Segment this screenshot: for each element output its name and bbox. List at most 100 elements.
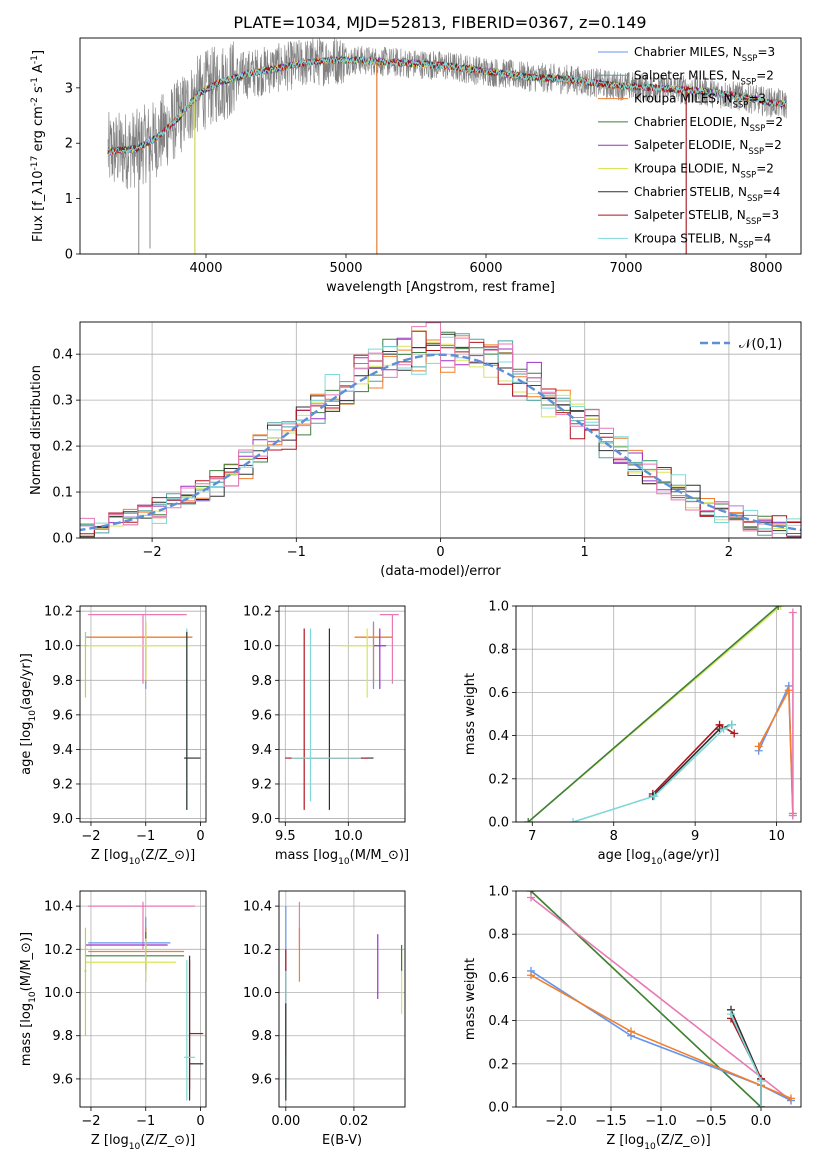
y-tick-label: 9.0: [251, 812, 272, 827]
weight-point: [527, 893, 535, 902]
axes-frame: [278, 605, 406, 823]
x-tick-label: 9.5: [275, 829, 296, 844]
histogram-series: [80, 322, 801, 538]
y-tick-label: 10.2: [44, 943, 73, 958]
x-tick-label: 8000: [749, 261, 782, 276]
weight-point: [757, 1103, 765, 1107]
plot-area: [524, 606, 797, 822]
y-axis-label: mass weight: [463, 958, 478, 1040]
y-tick-label: 2: [65, 137, 73, 152]
mass-vs-Z-panel: −2 −1 0 9.6 9.8 10.0 10.2 10.4 Z [log10(Z/Z_⊙)] m…: [19, 890, 207, 1152]
x-tick-label: 7: [528, 829, 536, 844]
legend-entry: Kroupa MILES, NSSP=3: [634, 92, 766, 110]
weight-point: [627, 1027, 635, 1036]
y-tick-label: 9.2: [52, 777, 73, 792]
x-tick-label: −0.5: [695, 1114, 727, 1129]
weight-point: [569, 818, 577, 822]
x-tick-label: −2: [81, 1114, 100, 1129]
plot-area: [285, 614, 399, 810]
y-tick-label: 10.4: [243, 900, 272, 915]
y-tick-label: 10.2: [243, 943, 272, 958]
y-tick-label: 10.2: [44, 605, 73, 620]
x-axis-label: Z [log10(Z/Z_⊙)]: [606, 1133, 710, 1152]
y-tick-label: 9.6: [251, 708, 272, 723]
y-tick-label: 9.8: [52, 674, 73, 689]
y-tick-label: 3: [65, 81, 73, 96]
x-tick-label: 7000: [609, 261, 642, 276]
legend-entry: Kroupa STELIB, NSSP=4: [634, 231, 771, 249]
weight-point: [774, 606, 783, 610]
x-tick-label: 0: [436, 545, 444, 560]
plot-area: [80, 322, 801, 538]
axes-frame: [515, 605, 802, 823]
weight-line: [572, 724, 733, 822]
y-tick-label: 0.1: [52, 486, 73, 501]
y-tick-label: 10.0: [243, 639, 272, 654]
x-tick-label: 0.00: [271, 1114, 300, 1129]
y-tick-label: 0.6: [488, 971, 509, 986]
y-tick-label: 10.0: [243, 986, 272, 1001]
weight-point: [527, 971, 535, 980]
y-tick-label: 9.8: [251, 674, 272, 689]
x-axis-label: wavelength [Angstrom, rest frame]: [326, 280, 555, 295]
legend-entry: Kroupa ELODIE, NSSP=2: [634, 162, 774, 180]
y-tick-label: 0.2: [52, 440, 73, 455]
y-tick-label: 0.4: [488, 729, 509, 744]
y-tick-label: 0.4: [52, 348, 73, 363]
y-tick-label: 0.0: [488, 1101, 509, 1116]
x-tick-label: 0: [196, 1114, 204, 1129]
x-tick-label: 1: [581, 545, 589, 560]
x-tick-label: 5000: [329, 261, 362, 276]
y-tick-label: 9.2: [251, 777, 272, 792]
axes-frame: [278, 890, 406, 1108]
x-axis-label: mass [log10(M/M_⊙)]: [275, 848, 409, 867]
y-tick-label: 10.0: [44, 639, 73, 654]
y-tick-label: 0.6: [488, 686, 509, 701]
plot-area: [527, 891, 795, 1107]
plot-area: [84, 901, 204, 1101]
y-tick-label: 0.0: [52, 532, 73, 547]
y-tick-label: 0.0: [488, 816, 509, 831]
axes-frame: [79, 605, 207, 823]
x-axis-label: E(B-V): [322, 1133, 362, 1148]
gaussian-curve: [80, 353, 801, 532]
weight-point: [788, 811, 797, 820]
y-tick-label: 10.0: [44, 986, 73, 1001]
y-axis-label: Normed distribution: [29, 365, 44, 495]
x-tick-label: −1: [136, 829, 155, 844]
x-tick-label: 0.02: [339, 1114, 368, 1129]
weight-point: [727, 1010, 735, 1019]
spectrum-panel: 4000 5000 6000 7000 8000 0 1 2 3 wavelength [Angs…: [30, 37, 802, 295]
plot-area: [285, 901, 403, 1101]
y-tick-label: 9.8: [52, 1029, 73, 1044]
x-tick-label: 10: [768, 829, 785, 844]
y-tick-label: 0.2: [488, 772, 509, 787]
weight-point: [650, 792, 659, 801]
model-line: [107, 55, 788, 156]
grid: [279, 891, 405, 1107]
x-tick-label: 0: [196, 829, 204, 844]
legend-entry: Chabrier ELODIE, NSSP=2: [634, 115, 783, 133]
y-tick-label: 9.0: [52, 812, 73, 827]
y-tick-label: 0.3: [52, 394, 73, 409]
plot-area: [84, 614, 201, 810]
y-axis-label: mass [log10(M/M_⊙)]: [19, 932, 38, 1066]
weight-point: [524, 818, 533, 822]
legend-entry: Salpeter ELODIE, NSSP=2: [634, 138, 782, 156]
weight-line: [757, 685, 794, 816]
age-vs-Z-panel: −2 −1 0 9.0 9.2 9.4 9.6 9.8 10.0 10.2 Z [log10(Z/Z…: [19, 605, 207, 867]
x-tick-label: 9: [691, 829, 699, 844]
weight-point: [730, 729, 739, 738]
x-axis-label: (data-model)/error: [380, 564, 501, 579]
weight-line: [527, 606, 779, 822]
axes-frame: [79, 890, 207, 1108]
y-tick-label: 9.4: [52, 743, 73, 758]
y-tick-label: 1: [65, 192, 73, 207]
y-tick-label: 9.6: [52, 708, 73, 723]
weight-line: [757, 687, 794, 814]
x-tick-label: −1.0: [645, 1114, 677, 1129]
y-tick-label: 10.4: [44, 900, 73, 915]
x-tick-label: −2: [81, 829, 100, 844]
residual-histogram-panel: −2 −1 0 1 2 0.0 0.1 0.2 0.3 0.4 (data-model)/error…: [29, 321, 802, 579]
weight-vs-Z-panel: −2.0 −1.5 −1.0 −0.5 0.0 0.0 0.2 0.4 0.6 0.8 1.0 Z […: [463, 885, 802, 1152]
